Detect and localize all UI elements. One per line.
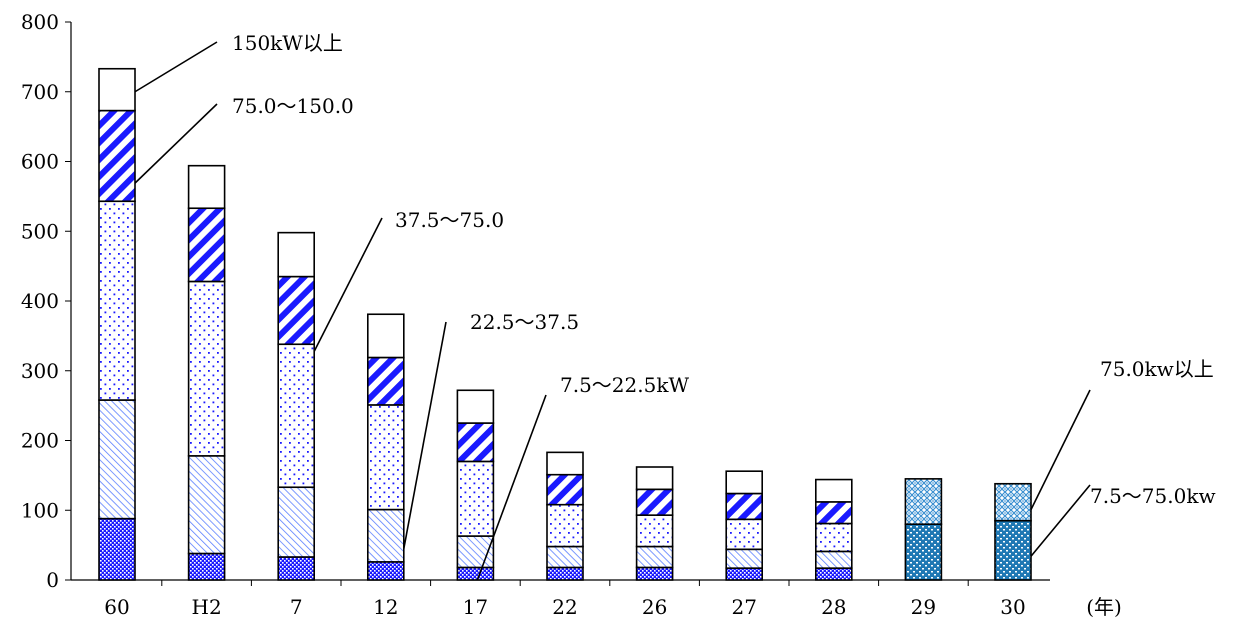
y-tick-label: 400 xyxy=(21,289,59,313)
y-tick-label: 500 xyxy=(21,219,59,243)
annotation-leader-line xyxy=(403,321,447,549)
bar-segment xyxy=(187,552,226,581)
bar-segment xyxy=(635,488,674,516)
y-tick-label: 600 xyxy=(21,150,59,174)
bar-segment xyxy=(98,200,136,401)
x-tick-label: H2 xyxy=(192,595,222,619)
x-tick-label: 12 xyxy=(373,595,398,619)
bar-segment xyxy=(635,545,674,569)
y-tick-label: 800 xyxy=(21,10,59,34)
bar-segment xyxy=(366,508,405,563)
bar-segment xyxy=(98,399,136,520)
bar-segment xyxy=(725,518,764,551)
bar-segment xyxy=(366,313,405,359)
annotation-label: 75.0kw以上 xyxy=(1100,357,1214,381)
bar-segment xyxy=(814,567,853,581)
annotation-label: 150kW以上 xyxy=(232,31,343,55)
bar-segment xyxy=(725,492,764,521)
bar-segment xyxy=(725,470,764,495)
x-unit-label: (年) xyxy=(1086,595,1122,619)
bar-segment xyxy=(277,231,316,278)
bar-segment xyxy=(98,109,136,203)
bar-segment xyxy=(277,275,316,346)
x-tick-label: 27 xyxy=(731,595,756,619)
labels: 0 100 200 300 400 500 600 700 800 60 H2 7 12 17 22 26 27… xyxy=(21,10,1216,619)
bar-segment xyxy=(814,550,853,569)
bars xyxy=(98,67,1032,581)
bar-segment xyxy=(98,67,136,112)
bar-segment xyxy=(814,478,853,503)
bar-segment xyxy=(546,545,584,569)
bar-segment xyxy=(546,566,584,581)
x-tick-label: 30 xyxy=(1000,595,1025,619)
annotation-leader-line xyxy=(1030,484,1091,557)
bar-segment xyxy=(904,523,943,581)
bar-segment xyxy=(456,460,495,537)
x-tick-label: 28 xyxy=(821,595,846,619)
bar-segment xyxy=(456,389,495,424)
annotation-leader-line xyxy=(476,394,547,581)
x-tick-label: 60 xyxy=(104,595,129,619)
bar-segment xyxy=(546,473,584,506)
bar-segment xyxy=(546,451,584,476)
bar-segment xyxy=(635,514,674,548)
bar-segment xyxy=(725,567,764,581)
annotation-label: 7.5～75.0kw xyxy=(1090,484,1216,508)
annotation-leader-line xyxy=(134,41,218,93)
bar-segment xyxy=(366,356,405,406)
annotation-label: 7.5～22.5kW xyxy=(560,373,689,397)
y-tick-label: 200 xyxy=(21,429,59,453)
bar-segment xyxy=(98,517,136,581)
bar-segment xyxy=(277,556,316,581)
bar-segment xyxy=(635,466,674,491)
bar-segment xyxy=(187,164,226,210)
annotation-label: 37.5～75.0 xyxy=(395,208,504,232)
bar-segment xyxy=(456,422,495,463)
bar-segment xyxy=(994,519,1032,581)
bar-segment xyxy=(187,280,226,457)
bar-segment xyxy=(456,566,495,581)
annotation-label: 75.0～150.0 xyxy=(232,94,354,118)
x-tick-label: 29 xyxy=(911,595,936,619)
bar-segment xyxy=(725,548,764,569)
annotation-leader-line xyxy=(1030,389,1091,510)
x-tick-label: 22 xyxy=(552,595,577,619)
y-tick-label: 100 xyxy=(21,498,59,522)
bar-segment xyxy=(187,207,226,283)
bar-segment xyxy=(187,455,226,555)
annotation-label: 22.5～37.5 xyxy=(470,310,579,334)
bar-segment xyxy=(366,561,405,581)
bar-segment xyxy=(904,478,943,525)
bar-segment xyxy=(994,482,1032,522)
bar-segment xyxy=(366,404,405,511)
y-tick-label: 700 xyxy=(21,80,59,104)
annotation-leader-line xyxy=(313,217,383,352)
x-tick-label: 26 xyxy=(642,595,667,619)
bar-segment xyxy=(814,522,853,553)
bar-segment xyxy=(546,503,584,548)
y-tick-label: 300 xyxy=(21,359,59,383)
x-tick-label: 7 xyxy=(290,595,303,619)
bar-segment xyxy=(635,566,674,581)
bar-segment xyxy=(814,501,853,525)
annotation-leaders xyxy=(134,41,1091,581)
annotation-leader-line xyxy=(134,103,218,184)
y-tick-label: 0 xyxy=(46,568,59,592)
x-tick-label: 17 xyxy=(463,595,488,619)
bar-segment xyxy=(277,486,316,558)
bar-segment xyxy=(277,343,316,489)
